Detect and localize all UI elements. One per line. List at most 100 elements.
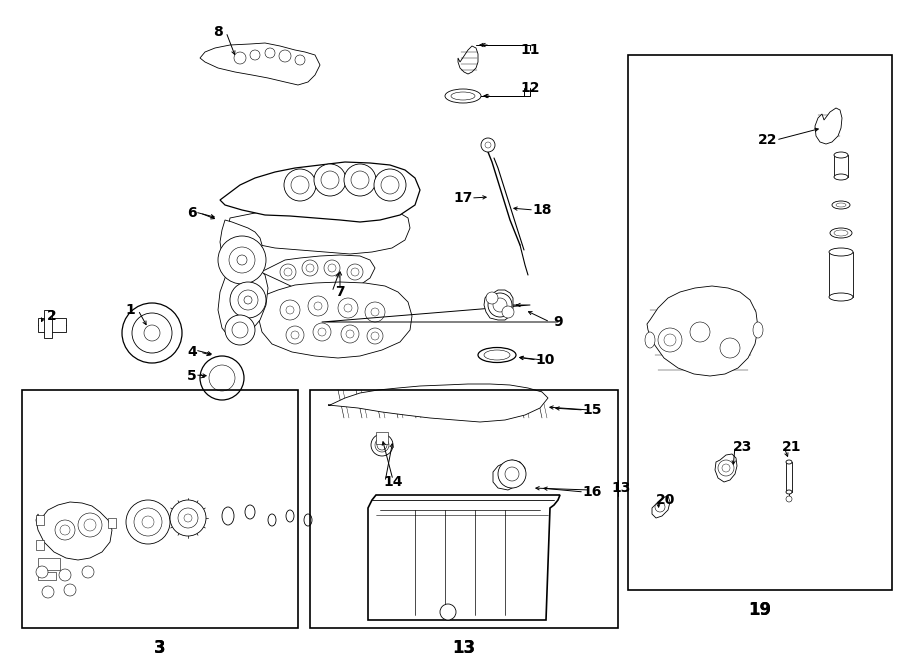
Circle shape [84,519,96,531]
Circle shape [314,164,346,196]
Circle shape [344,304,352,312]
Circle shape [142,516,154,528]
Text: 7: 7 [335,285,345,299]
Bar [38,558,60,570]
Circle shape [36,566,48,578]
Polygon shape [36,502,112,560]
Polygon shape [220,220,262,270]
Text: 13: 13 [611,481,631,495]
Circle shape [486,292,498,304]
Circle shape [306,264,314,272]
Text: 19: 19 [749,601,771,619]
Bar [628,55,892,590]
Circle shape [720,338,740,358]
Circle shape [225,315,255,345]
Text: 13: 13 [453,639,475,657]
Text: 13: 13 [453,639,475,657]
Polygon shape [368,495,560,620]
Text: 18: 18 [532,203,552,217]
Text: 3: 3 [154,639,166,657]
Circle shape [209,365,235,391]
Polygon shape [220,162,420,222]
Polygon shape [652,496,670,518]
Text: 9: 9 [554,315,562,329]
Circle shape [371,332,379,340]
Ellipse shape [484,350,510,360]
Text: 1: 1 [125,303,135,317]
Circle shape [64,584,76,596]
Ellipse shape [830,228,852,238]
Circle shape [78,513,102,537]
Circle shape [280,264,296,280]
Circle shape [338,298,358,318]
Circle shape [324,260,340,276]
Circle shape [664,334,676,346]
Circle shape [488,293,512,317]
Circle shape [60,525,70,535]
Bar [36,540,44,550]
Ellipse shape [304,514,312,526]
Circle shape [690,322,710,342]
Text: 11: 11 [520,43,540,57]
Circle shape [786,496,792,502]
Ellipse shape [786,490,792,494]
Bar [834,155,848,177]
Circle shape [498,460,526,488]
Circle shape [351,268,359,276]
Bar [376,432,388,444]
Ellipse shape [753,322,763,338]
Ellipse shape [268,514,276,526]
Ellipse shape [645,332,655,348]
Circle shape [318,328,326,336]
Text: 12: 12 [520,81,540,95]
Ellipse shape [786,460,792,464]
Circle shape [184,514,192,522]
Circle shape [238,290,258,310]
Ellipse shape [245,505,255,519]
Text: 16: 16 [582,485,602,499]
Text: 4: 4 [187,345,197,359]
Circle shape [493,298,507,312]
Circle shape [481,138,495,152]
Circle shape [284,268,292,276]
Circle shape [200,356,244,400]
Polygon shape [258,282,412,358]
Ellipse shape [445,89,481,103]
Circle shape [218,236,266,284]
Ellipse shape [829,248,853,256]
Polygon shape [228,205,410,254]
Ellipse shape [832,201,850,209]
Circle shape [132,313,172,353]
Polygon shape [458,46,478,74]
Circle shape [485,142,491,148]
Circle shape [229,247,255,273]
Circle shape [440,604,456,620]
Text: 19: 19 [749,601,771,619]
Ellipse shape [222,507,234,525]
Circle shape [291,176,309,194]
Circle shape [237,255,247,265]
Text: 10: 10 [536,353,554,367]
Circle shape [170,500,206,536]
Ellipse shape [834,230,848,236]
Circle shape [321,171,339,189]
Text: 20: 20 [656,493,676,507]
Polygon shape [647,286,758,376]
Bar [38,318,66,332]
Bar [829,252,853,297]
Circle shape [658,328,682,352]
Circle shape [718,460,734,476]
Text: 15: 15 [582,403,602,417]
Circle shape [291,331,299,339]
Circle shape [55,520,75,540]
Circle shape [351,171,369,189]
Circle shape [232,322,248,338]
Circle shape [365,302,385,322]
Circle shape [308,296,328,316]
Circle shape [284,169,316,201]
Circle shape [279,50,291,62]
Circle shape [367,328,383,344]
Circle shape [230,282,266,318]
Circle shape [82,566,94,578]
Bar [108,518,116,528]
